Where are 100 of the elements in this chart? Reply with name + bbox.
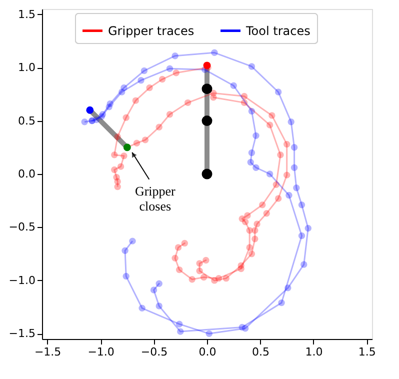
- point: [277, 151, 284, 158]
- point: [247, 158, 254, 166]
- point: [181, 240, 188, 247]
- y-tick-label: −1.5: [8, 327, 36, 340]
- point: [120, 84, 128, 92]
- x-tick-label: −0.5: [140, 346, 168, 358]
- point: [254, 220, 260, 228]
- y-tick-label: −1.0: [8, 274, 36, 287]
- point: [92, 116, 100, 124]
- point: [300, 261, 308, 268]
- point: [278, 299, 285, 306]
- point: [177, 328, 184, 335]
- point: [120, 152, 128, 160]
- point: [129, 238, 136, 244]
- point: [140, 67, 148, 74]
- point: [252, 132, 260, 140]
- point: [172, 52, 178, 60]
- point: [259, 202, 266, 208]
- legend-label: Tool traces: [245, 24, 310, 38]
- point: [158, 76, 166, 83]
- point: [138, 76, 144, 84]
- point: [246, 227, 253, 234]
- point: [184, 99, 192, 106]
- point: [188, 276, 196, 283]
- point: [106, 100, 114, 108]
- point: [266, 170, 274, 178]
- point: [203, 62, 211, 70]
- point: [202, 256, 210, 264]
- point: [176, 266, 183, 274]
- point: [283, 140, 290, 148]
- point: [114, 133, 121, 140]
- point: [230, 82, 237, 89]
- point: [122, 114, 130, 121]
- y-tick-label: 1.0: [18, 61, 36, 74]
- point: [274, 195, 282, 202]
- point: [298, 232, 306, 240]
- point: [293, 184, 300, 192]
- point: [146, 84, 153, 92]
- point: [248, 149, 256, 156]
- x-tick-label: 0.0: [198, 346, 216, 358]
- point: [166, 111, 174, 118]
- point: [150, 286, 158, 294]
- point: [172, 70, 180, 76]
- point: [244, 212, 251, 219]
- point: [248, 63, 256, 70]
- point: [304, 224, 312, 232]
- point: [288, 118, 294, 126]
- point: [202, 116, 212, 126]
- point: [284, 284, 292, 292]
- point: [138, 304, 146, 312]
- legend-label: Gripper traces: [108, 24, 194, 38]
- point: [111, 151, 118, 158]
- point: [156, 280, 162, 287]
- point: [166, 65, 174, 72]
- y-tick-label: 1.5: [18, 8, 36, 21]
- point: [263, 210, 270, 217]
- point: [266, 122, 274, 128]
- point: [172, 254, 178, 262]
- point: [215, 274, 222, 282]
- y-tick-label: −0.5: [8, 220, 36, 234]
- point: [238, 265, 244, 272]
- point: [252, 164, 260, 171]
- x-tick-label: 0.5: [252, 346, 270, 358]
- point: [283, 172, 290, 178]
- point: [274, 88, 282, 96]
- point: [176, 320, 183, 328]
- x-tick-label: −1.0: [88, 346, 114, 358]
- y-tick-label: 0.5: [18, 114, 36, 128]
- point: [268, 112, 276, 119]
- point: [196, 268, 203, 274]
- point: [142, 136, 149, 144]
- point: [242, 325, 249, 332]
- point: [196, 260, 203, 267]
- y-tick-label: 0.0: [18, 168, 36, 180]
- point: [122, 272, 130, 280]
- point: [202, 84, 212, 94]
- point: [132, 97, 140, 104]
- point: [286, 192, 292, 199]
- point: [111, 166, 118, 174]
- point: [210, 94, 217, 101]
- point: [156, 302, 162, 310]
- point: [206, 330, 212, 338]
- point: [242, 218, 249, 226]
- point: [252, 236, 258, 242]
- annotation: Gripper closes: [134, 183, 176, 214]
- point: [290, 164, 298, 171]
- point: [290, 144, 298, 151]
- point: [122, 247, 128, 254]
- point: [117, 163, 124, 170]
- point: [86, 106, 94, 114]
- point: [156, 124, 162, 131]
- point: [114, 183, 121, 190]
- point: [211, 49, 218, 56]
- point: [246, 244, 253, 251]
- point: [200, 274, 208, 281]
- x-tick-label: −1.5: [34, 346, 62, 358]
- point: [202, 168, 212, 180]
- point: [248, 108, 256, 115]
- point: [248, 250, 256, 258]
- x-tick-label: 1.5: [358, 346, 376, 358]
